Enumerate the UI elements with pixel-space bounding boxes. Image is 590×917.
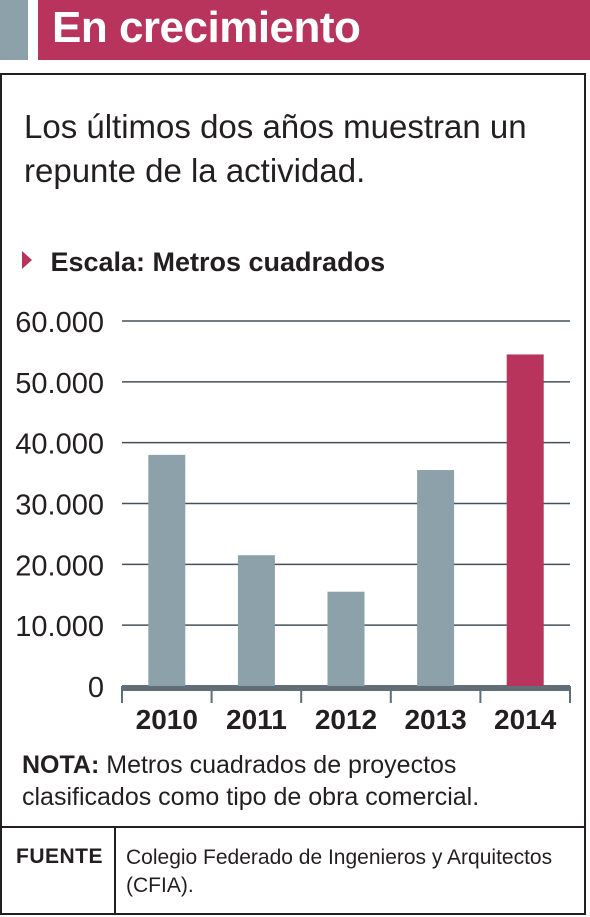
- y-tick-label: 0: [88, 672, 104, 704]
- scale-label: Escala: Metros cuadrados: [50, 247, 386, 277]
- content-frame: [0, 73, 586, 915]
- y-tick-label: 50.000: [15, 368, 104, 400]
- y-tick-label: 20.000: [15, 550, 104, 582]
- y-tick-label: 40.000: [15, 429, 104, 461]
- bars: [148, 354, 544, 686]
- x-tick-label: 2013: [404, 704, 466, 735]
- x-tick-label: 2011: [226, 704, 287, 735]
- x-tick-labels: 2010 2011 2012 2013 2014: [136, 704, 557, 735]
- source-vertical-divider: [114, 826, 116, 915]
- y-tick-label: 30.000: [15, 490, 104, 522]
- y-tick-labels: 0 10.000 20.000 30.000 40.000 50.000 60.000: [15, 307, 104, 704]
- header-accent-square: [0, 0, 28, 60]
- x-tick-label: 2010: [136, 704, 198, 735]
- triangle-right-icon: [22, 250, 32, 269]
- source-text: Colegio Federado de Ingenieros y Arquite…: [126, 846, 553, 897]
- bar-2013: [417, 470, 455, 686]
- source-label: FUENTE: [16, 845, 103, 868]
- y-tick-label: 60.000: [15, 307, 104, 339]
- bar-2014: [506, 354, 544, 686]
- note-label: NOTA:: [22, 751, 100, 779]
- page-title: En crecimiento: [52, 3, 361, 52]
- y-tick-label: 10.000: [15, 611, 104, 643]
- bar-2010: [148, 454, 186, 686]
- x-axis-baseline: [122, 685, 570, 691]
- scale-row: Escala: Metros cuadrados: [22, 247, 385, 283]
- bar-chart: 0 10.000 20.000 30.000 40.000 50.000 60.000 20…: [15, 307, 571, 735]
- chart-subtitle: Los últimos dos años muestran un repunte…: [24, 108, 527, 189]
- bar-2011: [237, 555, 275, 686]
- grid-lines: [121, 320, 571, 703]
- bar-2012: [327, 591, 365, 686]
- source-divider: [0, 826, 586, 828]
- note-body: Metros cuadrados de proyectos clasificad…: [22, 751, 480, 811]
- note-text: NOTA: Metros cuadrados de proyectos clas…: [22, 749, 562, 813]
- header-bar: En crecimiento: [38, 0, 590, 60]
- x-tick-label: 2012: [315, 704, 377, 735]
- x-tick-label: 2014: [494, 704, 557, 735]
